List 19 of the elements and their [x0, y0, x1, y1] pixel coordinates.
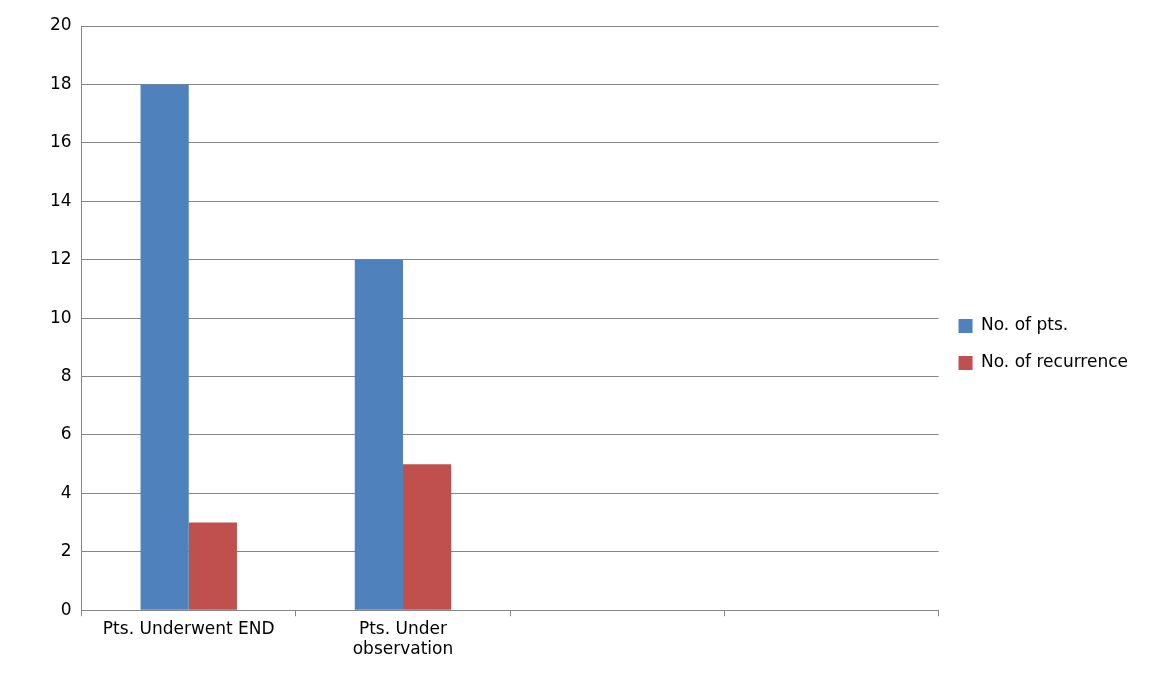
- y-tick-label: 12: [49, 248, 72, 269]
- y-tick-label: 20: [49, 14, 72, 35]
- y-tick-label: 16: [49, 131, 72, 152]
- bar: [140, 84, 189, 610]
- x-tick-label: Pts. Under observation: [352, 617, 454, 659]
- y-tick-label: 10: [49, 306, 72, 327]
- bar: [188, 522, 237, 610]
- x-tick-label: Pts. Underwent END: [102, 617, 275, 638]
- y-tick-label: 4: [60, 481, 72, 502]
- y-tick-label: 6: [60, 423, 72, 444]
- y-tick-label: 14: [49, 189, 72, 210]
- legend-label: No. of recurrence: [981, 351, 1129, 372]
- y-tick-label: 2: [60, 540, 72, 561]
- y-tick-label: 18: [49, 72, 72, 93]
- y-tick-label: 0: [60, 598, 72, 619]
- bar: [402, 464, 452, 610]
- legend-label: No. of pts.: [981, 314, 1069, 335]
- bar: [354, 259, 403, 610]
- y-tick-label: 8: [60, 364, 72, 385]
